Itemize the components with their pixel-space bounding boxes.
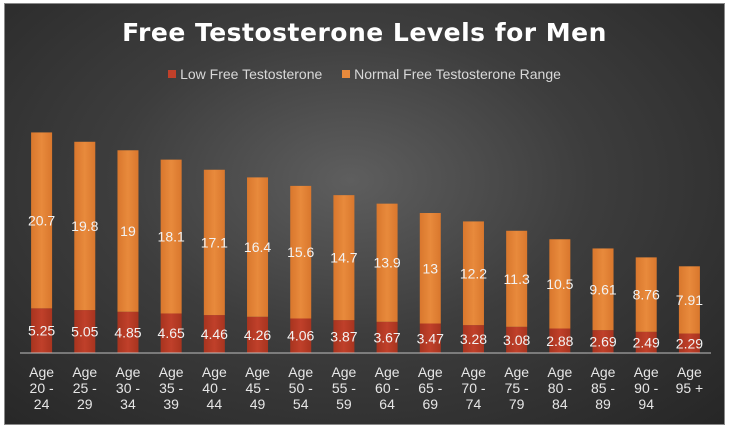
- bar-low-3: [160, 313, 182, 353]
- bar-normal-15: [678, 266, 700, 334]
- bar-normal-10: [462, 221, 484, 326]
- legend-item-low: Low Free Testosterone: [168, 66, 322, 82]
- data-label-normal-6: 15.6: [287, 244, 314, 260]
- legend-item-normal: Normal Free Testosterone Range: [342, 66, 561, 82]
- data-label-low-13: 2.69: [589, 334, 616, 350]
- legend-swatch-normal: [342, 70, 351, 78]
- data-label-normal-15: 7.91: [676, 292, 703, 308]
- bar-low-14: [635, 331, 657, 353]
- x-tick-label-3: Age 35 -39: [159, 364, 184, 412]
- legend-label-normal: Normal Free Testosterone Range: [354, 66, 561, 82]
- x-tick-label-12: Age 80 -84: [547, 364, 572, 412]
- x-tick-label-15: Age 95 +: [676, 364, 704, 396]
- chart-title: Free Testosterone Levels for Men: [122, 18, 607, 47]
- x-tick-label-9: Age 65 -69: [418, 364, 443, 412]
- data-label-low-8: 3.67: [373, 329, 400, 345]
- bar-low-7: [333, 320, 355, 353]
- data-label-normal-2: 19: [120, 223, 136, 239]
- data-label-normal-12: 10.5: [546, 276, 573, 292]
- data-label-normal-8: 13.9: [373, 255, 400, 271]
- data-label-low-12: 2.88: [546, 333, 573, 349]
- bar-normal-14: [635, 257, 657, 332]
- data-label-normal-13: 9.61: [589, 281, 616, 297]
- bar-low-13: [592, 330, 614, 353]
- data-label-low-4: 4.46: [201, 326, 228, 342]
- data-label-low-14: 2.49: [633, 334, 660, 350]
- x-tick-label-7: Age 55 -59: [331, 364, 356, 412]
- x-tick-label-14: Age 90 -94: [634, 364, 659, 412]
- data-label-normal-4: 17.1: [201, 234, 228, 250]
- legend-label-low: Low Free Testosterone: [180, 66, 323, 82]
- data-label-low-11: 3.08: [503, 332, 530, 348]
- bar-normal-7: [333, 195, 355, 321]
- bar-normal-9: [419, 213, 441, 324]
- data-label-low-0: 5.25: [28, 323, 55, 339]
- data-label-normal-5: 16.4: [244, 239, 271, 255]
- x-tick-label-0: Age 20 -24: [29, 364, 54, 412]
- data-label-normal-14: 8.76: [633, 287, 660, 303]
- bar-low-8: [376, 321, 398, 353]
- bar-normal-8: [376, 203, 398, 322]
- x-tick-label-10: Age 70 -74: [461, 364, 486, 412]
- x-tick-label-11: Age 75 -79: [504, 364, 529, 412]
- data-label-low-10: 3.28: [460, 331, 487, 347]
- x-tick-label-5: Age 45 -49: [245, 364, 270, 412]
- bar-normal-12: [549, 239, 571, 329]
- bar-low-4: [203, 315, 225, 353]
- legend-swatch-low: [168, 70, 177, 78]
- bar-low-10: [462, 325, 484, 353]
- x-tick-label-2: Age 30 -34: [116, 364, 141, 412]
- legend: Low Free Testosterone Normal Free Testos…: [5, 66, 724, 82]
- bar-low-2: [117, 311, 139, 353]
- bar-low-9: [419, 323, 441, 353]
- bar-normal-5: [247, 177, 269, 317]
- bar-normal-3: [160, 159, 182, 314]
- bar-low-12: [549, 328, 571, 353]
- bar-low-11: [506, 326, 528, 353]
- data-label-low-6: 4.06: [287, 328, 314, 344]
- bar-normal-6: [290, 185, 312, 319]
- data-label-low-1: 5.05: [71, 324, 98, 340]
- bar-normal-11: [506, 230, 528, 327]
- data-label-normal-11: 11.3: [504, 271, 530, 287]
- data-label-low-7: 3.87: [330, 329, 357, 345]
- bar-low-6: [290, 318, 312, 353]
- x-tick-label-13: Age 85 -89: [591, 364, 616, 412]
- bar-low-15: [678, 333, 700, 353]
- data-label-low-15: 2.29: [676, 335, 703, 351]
- data-label-normal-1: 19.8: [71, 218, 98, 234]
- data-label-normal-9: 13: [422, 260, 438, 276]
- bar-normal-0: [31, 132, 53, 309]
- bar-normal-13: [592, 248, 614, 331]
- data-label-low-5: 4.26: [244, 327, 271, 343]
- bar-low-0: [31, 308, 53, 353]
- bar-normal-4: [203, 169, 225, 316]
- data-label-low-2: 4.85: [114, 324, 141, 340]
- data-label-low-9: 3.47: [417, 330, 444, 346]
- x-tick-label-4: Age 40 -44: [202, 364, 227, 412]
- bar-low-5: [247, 316, 269, 353]
- x-tick-label-8: Age 60 -64: [375, 364, 400, 412]
- data-label-normal-10: 12.2: [460, 265, 487, 281]
- data-label-normal-0: 20.7: [28, 212, 55, 228]
- data-label-normal-7: 14.7: [330, 250, 357, 266]
- chart-frame: Free Testosterone Levels for Men Low Fre…: [4, 3, 725, 425]
- data-label-low-3: 4.65: [158, 325, 185, 341]
- plot-area: 5.25 20.7 Age 20 -24 5.05 19.8 Age 25 -29 4.85 19…: [20, 132, 711, 412]
- bar-normal-1: [74, 141, 96, 311]
- data-label-normal-3: 18.1: [158, 229, 185, 245]
- bar-low-1: [74, 310, 96, 353]
- x-tick-label-1: Age 25 -29: [72, 364, 97, 412]
- x-tick-label-6: Age 50 -54: [288, 364, 313, 412]
- bar-normal-2: [117, 150, 139, 312]
